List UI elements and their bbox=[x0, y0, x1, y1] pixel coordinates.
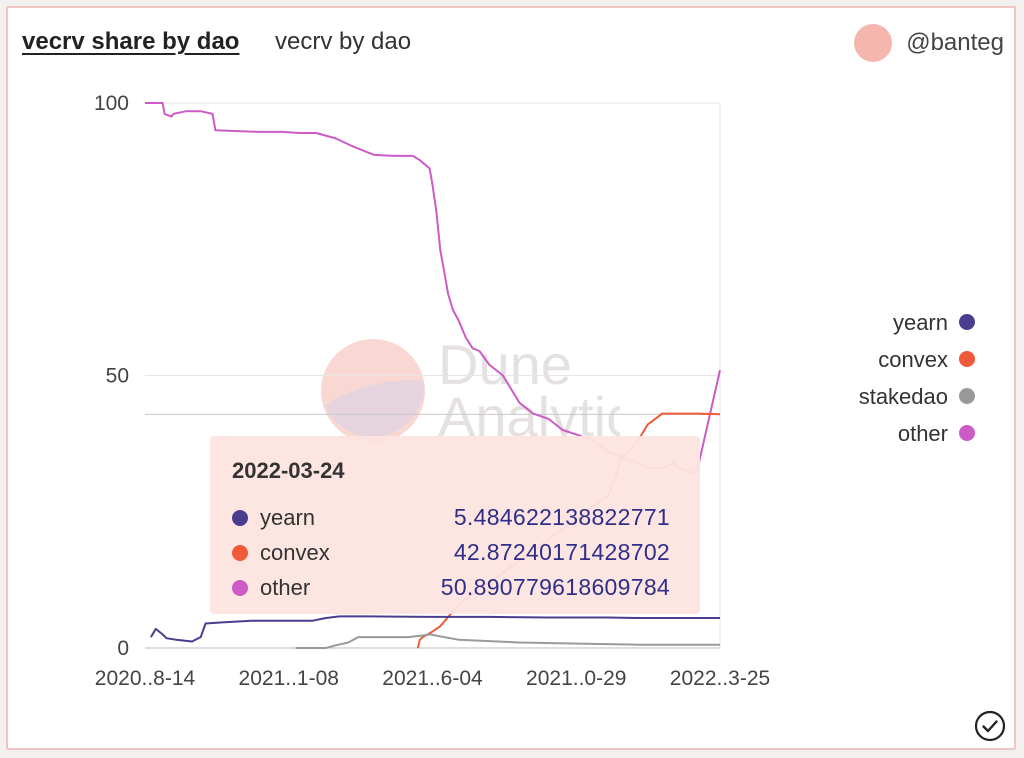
y-tick-label: 0 bbox=[117, 637, 129, 660]
tooltip-other-dot-icon bbox=[232, 579, 248, 596]
x-tick-label: 2020..8-14 bbox=[95, 667, 196, 690]
author-name[interactable]: @banteg bbox=[906, 29, 1004, 56]
legend-dot-icon-yearn bbox=[959, 314, 975, 330]
check-circle-icon[interactable] bbox=[974, 710, 1006, 742]
tooltip-yearn-label: yearn bbox=[260, 504, 316, 530]
chart-title-link[interactable]: vecrv share by dao bbox=[22, 28, 240, 55]
tooltip-convex-label: convex bbox=[260, 539, 330, 565]
tooltip-other-value: 50.890779618609784 bbox=[440, 574, 670, 600]
legend-dot-icon-stakedao bbox=[959, 388, 975, 404]
y-tick-label: 100 bbox=[94, 92, 129, 115]
tooltip-date: 2022-03-24 bbox=[232, 458, 345, 483]
x-tick-label: 2021..6-04 bbox=[382, 667, 483, 690]
author-avatar[interactable] bbox=[854, 24, 893, 62]
author-badge[interactable]: @banteg bbox=[854, 24, 1004, 62]
tooltip-convex-value: 42.87240171428702 bbox=[453, 539, 670, 565]
legend-dot-icon-other bbox=[959, 425, 975, 441]
tooltip-other-label: other bbox=[260, 574, 311, 600]
x-tick-label: 2022..3-25 bbox=[670, 667, 770, 690]
legend-label-stakedao: stakedao bbox=[859, 384, 948, 409]
series-line-stakedao bbox=[295, 633, 720, 649]
x-tick-label: 2021..1-08 bbox=[239, 667, 339, 690]
chart-subtitle: vecrv by dao bbox=[275, 28, 412, 55]
series-line-yearn bbox=[150, 615, 720, 643]
y-tick-label: 50 bbox=[106, 365, 129, 388]
x-tick-label: 2021..0-29 bbox=[526, 667, 626, 690]
tooltip-row-other: other 50.890779618609784 bbox=[232, 570, 670, 605]
legend-dot-icon-convex bbox=[959, 351, 975, 367]
tooltip-convex-dot-icon bbox=[232, 544, 248, 561]
legend-label-yearn: yearn bbox=[893, 310, 948, 335]
tooltip-yearn-dot-icon bbox=[232, 509, 248, 526]
tooltip-row-yearn: yearn 5.484622138822771 bbox=[232, 500, 670, 535]
series-line-other bbox=[145, 102, 721, 475]
legend-label-convex: convex bbox=[878, 347, 948, 372]
hover-tooltip: 2022-03-24 yearn 5.484622138822771 conve… bbox=[210, 436, 700, 614]
tooltip-yearn-value: 5.484622138822771 bbox=[453, 504, 670, 530]
chart-card bbox=[6, 6, 1016, 750]
tooltip-row-convex: convex 42.87240171428702 bbox=[232, 535, 670, 570]
legend-label-other: other bbox=[898, 421, 948, 446]
